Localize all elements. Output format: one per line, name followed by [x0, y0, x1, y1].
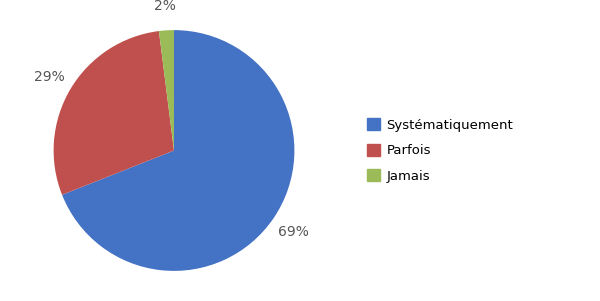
Text: 29%: 29%: [34, 70, 65, 84]
Legend: Systématiquement, Parfois, Jamais: Systématiquement, Parfois, Jamais: [361, 113, 518, 188]
Wedge shape: [53, 31, 174, 195]
Wedge shape: [62, 30, 295, 271]
Wedge shape: [159, 30, 174, 150]
Text: 69%: 69%: [278, 225, 309, 239]
Text: 2%: 2%: [154, 0, 176, 13]
